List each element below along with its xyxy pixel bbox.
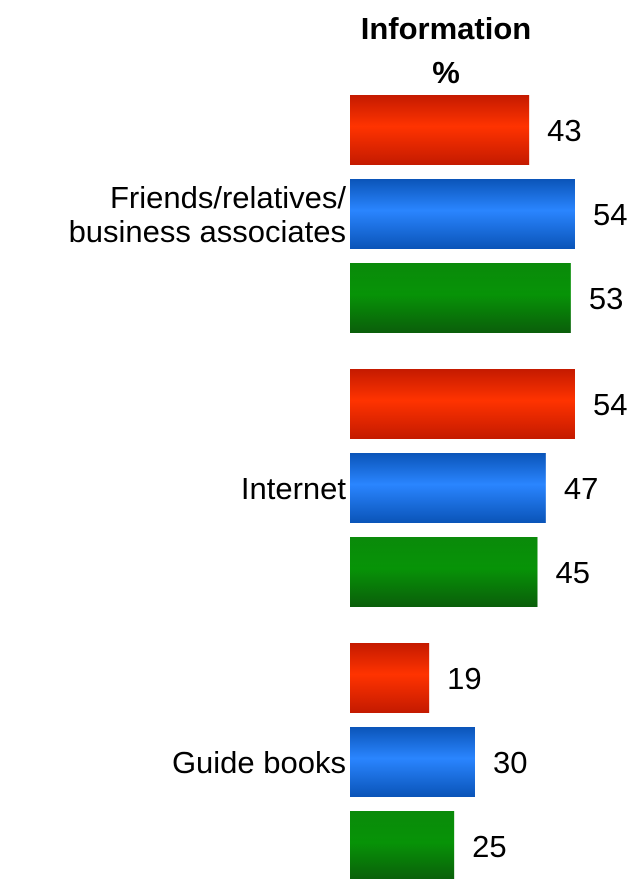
data-label-internet-3: 45 bbox=[556, 555, 590, 590]
data-label-friends-1: 43 bbox=[547, 113, 581, 148]
data-label-internet-1: 54 bbox=[593, 387, 627, 422]
category-group-internet: 54 47 45 Internet bbox=[241, 369, 627, 607]
data-label-guide-books-1: 19 bbox=[447, 661, 481, 696]
category-label-internet: Internet bbox=[241, 471, 347, 506]
bar-friends-1 bbox=[350, 95, 530, 165]
data-label-internet-2: 47 bbox=[564, 471, 598, 506]
category-label-line: Friends/relatives/ bbox=[110, 180, 346, 215]
data-label-guide-books-2: 30 bbox=[493, 745, 527, 780]
data-label-friends-3: 53 bbox=[589, 281, 623, 316]
category-group-friends: 43 54 53 Friends/relatives/business associa… bbox=[69, 95, 627, 333]
category-label-guide-books: Guide books bbox=[172, 745, 346, 780]
bar-guide-books-2 bbox=[350, 727, 475, 797]
bar-friends-3 bbox=[350, 263, 571, 333]
category-label-line: Internet bbox=[241, 471, 347, 506]
chart-title: Information bbox=[361, 11, 532, 46]
category-label-line: Guide books bbox=[172, 745, 346, 780]
bar-guide-books-1 bbox=[350, 643, 430, 713]
bar-internet-1 bbox=[350, 369, 575, 439]
chart-subtitle: % bbox=[432, 55, 460, 90]
category-label-friends: Friends/relatives/business associates bbox=[69, 180, 347, 249]
category-group-guide-books: 19 30 25 Guide books bbox=[172, 643, 527, 881]
bar-guide-books-3 bbox=[350, 811, 455, 881]
bar-friends-2 bbox=[350, 179, 575, 249]
bars-layer: 43 54 53 Friends/relatives/business associa… bbox=[69, 95, 627, 881]
data-label-friends-2: 54 bbox=[593, 197, 627, 232]
category-label-line: business associates bbox=[69, 214, 346, 249]
data-label-guide-books-3: 25 bbox=[472, 829, 506, 864]
bar-internet-3 bbox=[350, 537, 538, 607]
bar-internet-2 bbox=[350, 453, 546, 523]
